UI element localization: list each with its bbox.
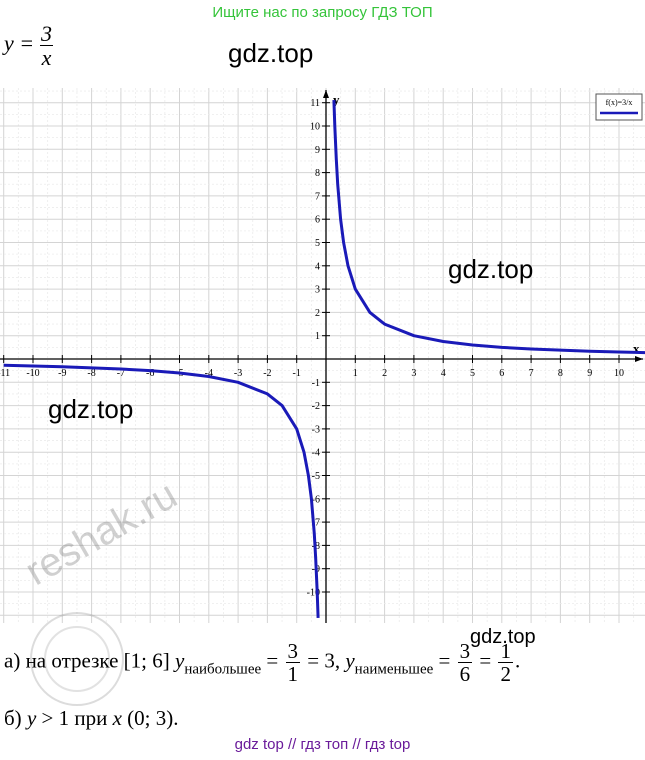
axes: xy <box>0 90 643 623</box>
answer-a-eq3: = <box>474 648 497 673</box>
legend: f(x)=3/x <box>595 93 643 121</box>
answer-a-frac2-num: 3 <box>459 639 471 663</box>
y-tick-label: 8 <box>315 168 320 179</box>
answer-b-prefix: б) <box>4 706 27 730</box>
y-tick-label: 6 <box>315 215 320 226</box>
y-tick-label: 3 <box>315 285 320 296</box>
answer-a-frac1-num: 3 <box>287 639 299 663</box>
watermark-gdz-top-3: gdz.top <box>48 394 134 424</box>
x-axis-arrow <box>635 356 643 362</box>
x-tick-label: -10 <box>26 368 39 379</box>
y-tick-label: -3 <box>312 424 320 435</box>
x-tick-label: 4 <box>441 368 446 379</box>
curves <box>3 100 645 619</box>
formula-denominator: x <box>39 45 54 71</box>
x-tick-label: 10 <box>614 368 624 379</box>
function-formula: y = 3 x <box>4 21 54 71</box>
y-tick-label: 4 <box>315 261 320 272</box>
answer-a-sub-max: наибольшее <box>184 661 262 678</box>
x-tick-label: 2 <box>382 368 387 379</box>
x-tick-label: -7 <box>117 368 125 379</box>
x-tick-label: 8 <box>558 368 563 379</box>
answer-a-result1: = 3, <box>302 648 346 673</box>
y-tick-label: 10 <box>310 122 320 133</box>
watermark-gdz-top-4: gdz.top <box>470 626 536 648</box>
answer-a-y-min: y <box>345 648 355 673</box>
x-tick-label: 5 <box>470 368 475 379</box>
hyperbola-chart: xy -11-10-9-8-7-6-5-4-3-2-112345678910-1… <box>0 88 645 623</box>
search-hint-link[interactable]: Ищите нас по запросу ГДЗ ТОП <box>212 4 433 21</box>
x-tick-label: 7 <box>529 368 534 379</box>
legend-box <box>595 93 643 121</box>
x-tick-label: 6 <box>499 368 504 379</box>
y-tick-label: 2 <box>315 308 320 319</box>
y-tick-label: 1 <box>315 331 320 342</box>
x-tick-label: -9 <box>58 368 66 379</box>
formula-lhs: y = <box>4 30 35 56</box>
x-tick-label: -1 <box>293 368 301 379</box>
y-tick-label: -10 <box>307 588 320 599</box>
y-axis-arrow <box>323 90 329 98</box>
y-axis-label: y <box>333 92 340 107</box>
answer-a-frac3-num: 1 <box>500 639 511 663</box>
x-tick-label: 1 <box>353 368 358 379</box>
y-tick-label: -6 <box>312 494 320 505</box>
footer-links[interactable]: gdz top // гдз топ // гдз top <box>234 736 411 753</box>
y-tick-label: 11 <box>310 98 320 109</box>
x-tick-label: -2 <box>263 368 271 379</box>
answer-a-eq2: = <box>433 648 456 673</box>
answer-b-y: y <box>26 706 37 730</box>
y-tick-label: 7 <box>315 191 320 202</box>
x-tick-label: -11 <box>0 368 10 379</box>
x-tick-label: 3 <box>411 368 416 379</box>
reshak-stamp-outer <box>30 612 124 706</box>
x-tick-label: -8 <box>87 368 95 379</box>
answer-a-frac3-den: 2 <box>498 662 513 687</box>
tick-labels: -11-10-9-8-7-6-5-4-3-2-112345678910-10-9… <box>0 98 624 598</box>
legend-label: f(x)=3/x <box>606 98 633 107</box>
answer-b-interval: (0; 3). <box>121 706 179 730</box>
x-axis-label: x <box>633 341 640 356</box>
answer-a-sub-min: наименьшее <box>354 661 434 678</box>
x-tick-label: -6 <box>146 368 154 379</box>
answer-a-frac2-den: 6 <box>457 662 473 687</box>
y-tick-label: 5 <box>315 238 320 249</box>
formula-fraction: 3 x <box>39 21 54 71</box>
answer-a-prefix: а) на отрезке [1; 6] <box>4 648 175 673</box>
watermark-gdz-top-2: gdz.top <box>448 254 534 284</box>
answer-a-eq1: = <box>261 648 284 673</box>
reshak-stamp-inner <box>44 626 110 692</box>
watermark-gdz-top-1: gdz.top <box>228 38 314 68</box>
answer-a-end: . <box>514 648 521 673</box>
y-tick-label: -5 <box>312 471 320 482</box>
answer-b-x: x <box>112 706 122 730</box>
y-tick-label: 9 <box>315 145 320 156</box>
y-tick-label: -7 <box>312 518 320 529</box>
x-tick-label: 9 <box>587 368 592 379</box>
x-tick-label: -3 <box>234 368 242 379</box>
y-tick-label: -2 <box>312 401 320 412</box>
answer-b-condition: > 1 при <box>36 706 113 730</box>
answer-b: б) y > 1 при x (0; 3). <box>4 706 179 731</box>
answer-a-frac1-den: 1 <box>285 662 300 687</box>
answer-a-y-max: y <box>174 648 185 673</box>
x-tick-label: -4 <box>205 368 213 379</box>
y-tick-label: -4 <box>312 448 320 459</box>
y-tick-label: -1 <box>312 378 320 389</box>
formula-numerator: 3 <box>41 21 52 46</box>
